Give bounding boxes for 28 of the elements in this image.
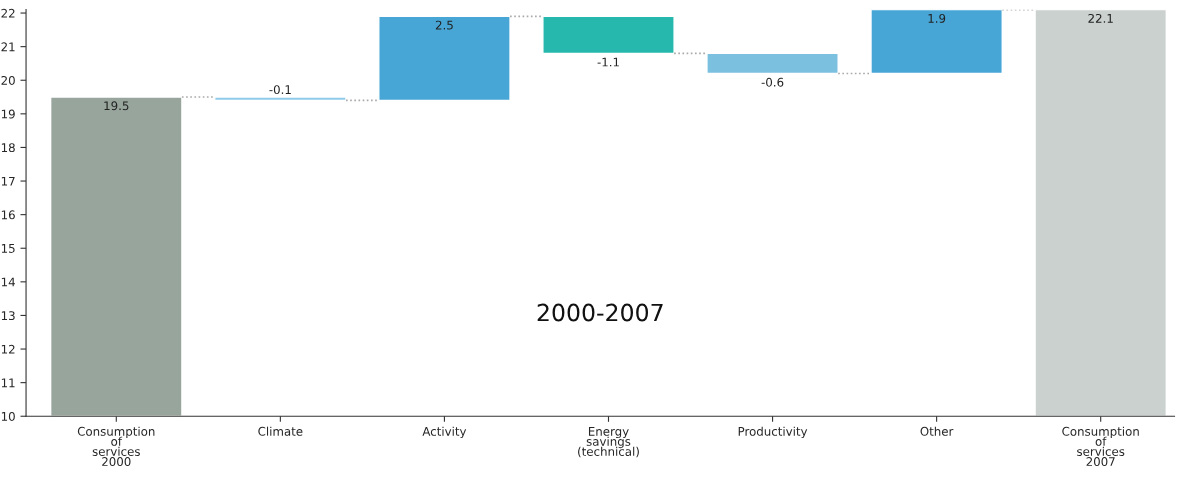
y-tick-label: 10	[1, 411, 15, 421]
data-label: 2.5	[435, 20, 453, 30]
x-tick-label: Activity	[422, 426, 467, 439]
data-label: -1.1	[597, 57, 619, 67]
y-tick-label: 15	[1, 244, 15, 253]
y-tick-label: 12	[1, 344, 15, 354]
data-label: 1.9	[928, 13, 946, 23]
y-tick-label: 21	[1, 42, 15, 52]
y-tick-label: 19	[1, 109, 15, 119]
y-tick-label: 14	[1, 277, 15, 287]
y-tick-label: 18	[1, 143, 15, 153]
y-tick-label: 11	[1, 378, 15, 388]
x-tick-label: Climate	[258, 426, 303, 436]
x-tick-label: Energy savings (technical)	[578, 427, 639, 458]
annotation: 2000-2007	[537, 303, 663, 322]
x-tick-label: Other	[920, 426, 954, 436]
y-tick-label: 16	[1, 210, 15, 220]
y-tick-label: 22	[1, 8, 15, 18]
data-label: -0.1	[269, 85, 291, 95]
y-tick-label: 13	[1, 311, 15, 321]
y-tick-label: 20	[1, 75, 15, 85]
data-label: 22.1	[1088, 13, 1113, 23]
data-label: 19.5	[104, 101, 129, 111]
x-tick-label: Consumption of services 2000	[77, 426, 155, 467]
x-tick-label: Productivity	[738, 426, 808, 439]
x-tick-label: Consumption of services 2007	[1062, 426, 1139, 467]
y-tick-label: 17	[1, 176, 15, 186]
data-label: -0.6	[761, 77, 784, 87]
